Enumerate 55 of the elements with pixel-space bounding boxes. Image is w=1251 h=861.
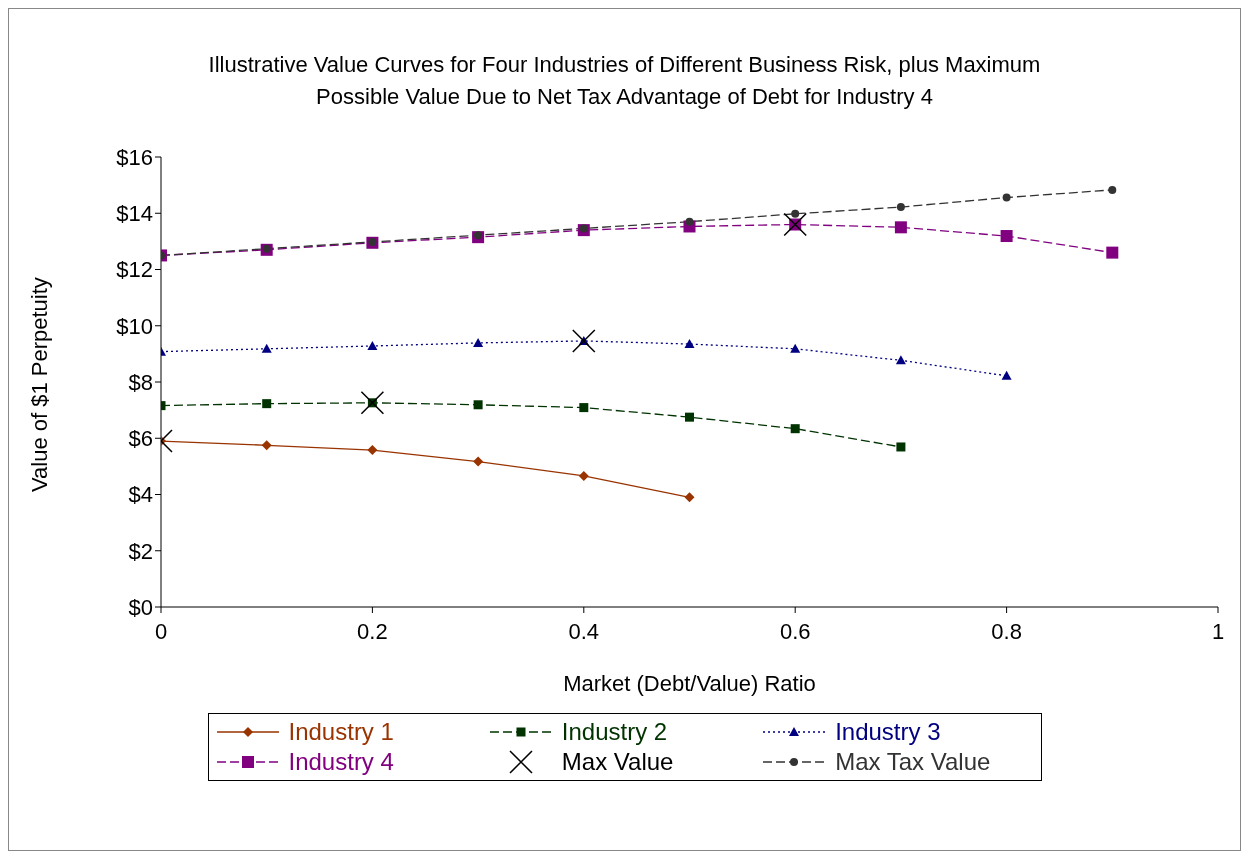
point (367, 341, 378, 350)
point (1108, 185, 1117, 194)
point (579, 403, 589, 413)
point (684, 339, 695, 349)
point (261, 343, 272, 353)
point (790, 343, 801, 353)
point (473, 337, 484, 347)
point (895, 355, 906, 365)
point (578, 470, 589, 481)
point (474, 231, 483, 240)
point (1002, 193, 1011, 202)
x-tick-label: 0.6 (779, 618, 811, 644)
point (360, 391, 385, 415)
point (1001, 370, 1012, 380)
y-tick-label: $12 (116, 257, 153, 283)
point (684, 492, 695, 503)
legend-label: Max Value (561, 748, 674, 776)
x-tick-label: 0.2 (357, 618, 388, 644)
x-tick-label: 1 (1211, 618, 1225, 644)
y-tick-label: $0 (128, 594, 153, 620)
x-tick-label: 0.4 (568, 618, 600, 644)
y-tick-label: $10 (116, 313, 153, 339)
point (685, 217, 694, 226)
x-tick-label: 0.8 (991, 618, 1022, 644)
y-tick-label: $4 (128, 482, 153, 508)
legend-label: Max Tax Value (835, 748, 991, 776)
y-tick-label: $8 (128, 369, 153, 395)
x-tick-label: 0 (154, 618, 168, 644)
x-axis-title: Market (Debt/Value) Ratio (563, 671, 816, 696)
point (367, 445, 378, 456)
point (262, 399, 272, 409)
point (896, 442, 906, 452)
point (791, 209, 800, 218)
y-tick-label: $16 (116, 144, 153, 170)
point (261, 440, 272, 451)
legend-label: Industry 2 (561, 718, 668, 746)
y-tick-label: $6 (128, 426, 153, 452)
y-tick-label: $2 (128, 538, 153, 564)
point (783, 212, 807, 237)
point (790, 424, 800, 434)
point (572, 329, 596, 353)
point (579, 224, 588, 233)
point (685, 412, 694, 422)
chart-title: Illustrative Value Curves for Four Industries of Different Business Risk, plus Maximum Possible Value Due to Net Tax Advantage of Debt for Industry 4 (207, 51, 1042, 111)
point (1000, 230, 1013, 243)
point (473, 456, 484, 467)
point (473, 400, 483, 410)
point (896, 203, 905, 212)
y-axis-title: Value of $1 Perpetuity (26, 277, 52, 492)
legend-label: Industry 4 (288, 748, 394, 776)
legend-label: Industry 1 (288, 718, 394, 746)
point (1106, 246, 1119, 259)
point (894, 221, 907, 234)
legend-label: Industry 3 (835, 718, 941, 746)
y-tick-label: $14 (116, 201, 153, 227)
